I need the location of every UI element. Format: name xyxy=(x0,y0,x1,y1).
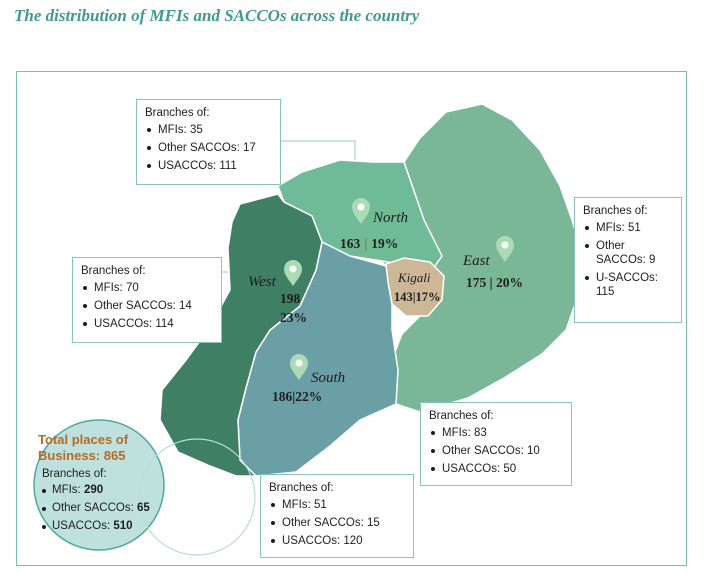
page-title: The distribution of MFIs and SACCOs acro… xyxy=(14,6,420,25)
total-usaccos-value: 510 xyxy=(113,520,133,532)
total-heading: Branches of: xyxy=(42,468,107,480)
total-usaccos-label: USACCOs: xyxy=(52,520,114,532)
total-other-label: Other SACCOs: xyxy=(52,502,137,514)
west-count-label: 198 xyxy=(280,291,301,306)
east-branches-box: Branches of: MFIs: 51 Other SACCOs: 9 U-… xyxy=(574,197,682,323)
west-box-item: Other SACCOs: 14 xyxy=(81,299,213,313)
east-value-label: 175 | 20% xyxy=(466,275,523,290)
west-pin-icon xyxy=(284,260,302,286)
east-box-item: Other SACCOs: 9 xyxy=(583,239,668,267)
total-other-value: 65 xyxy=(137,502,150,514)
south-box-item: Other SACCOs: 15 xyxy=(269,516,405,530)
kigali-box-item: MFIs: 83 xyxy=(429,426,563,440)
west-box-item: MFIs: 70 xyxy=(81,281,213,295)
south-box-heading: Branches of: xyxy=(269,482,334,494)
east-pin-icon xyxy=(496,236,514,262)
north-connector-line xyxy=(280,140,356,162)
total-circle-outline xyxy=(138,438,256,556)
kigali-branches-box: Branches of: MFIs: 83 Other SACCOs: 10 U… xyxy=(420,402,572,486)
total-title-line1: Total places of xyxy=(38,432,129,447)
north-name-label: North xyxy=(372,210,408,226)
south-name-label: South xyxy=(311,370,345,386)
north-branches-box: Branches of: MFIs: 35 Other SACCOs: 17 U… xyxy=(136,99,281,185)
north-value-label: 163 | 19% xyxy=(340,236,398,251)
north-separator: | xyxy=(364,236,367,251)
west-percent-label: 23% xyxy=(280,310,307,325)
kigali-box-heading: Branches of: xyxy=(429,410,494,422)
west-box-item: USACCOs: 114 xyxy=(81,317,213,331)
south-pin-icon xyxy=(290,354,308,380)
total-summary: Total places of Business: 865 Branches o… xyxy=(38,432,178,538)
south-box-item: USACCOs: 120 xyxy=(269,534,405,548)
north-percent: 19% xyxy=(371,236,398,251)
east-box-heading: Branches of: xyxy=(583,205,648,217)
north-box-heading: Branches of: xyxy=(145,107,210,119)
west-branches-box: Branches of: MFIs: 70 Other SACCOs: 14 U… xyxy=(72,257,222,343)
total-mfis-item: MFIs: 290 xyxy=(38,484,178,496)
west-name-label: West xyxy=(248,274,277,290)
kigali-name-label: Kigali xyxy=(397,270,431,285)
kigali-box-item: Other SACCOs: 10 xyxy=(429,444,563,458)
kigali-province xyxy=(385,257,445,317)
south-box-item: MFIs: 51 xyxy=(269,498,405,512)
south-value-label: 186|22% xyxy=(272,389,322,404)
total-circle-filled xyxy=(33,419,165,551)
north-count: 163 xyxy=(340,236,361,251)
total-title-line2: Business: 865 xyxy=(38,448,126,463)
total-usaccos-item: USACCOs: 510 xyxy=(38,520,178,532)
south-branches-box: Branches of: MFIs: 51 Other SACCOs: 15 U… xyxy=(260,474,414,558)
east-box-item: U-SACCOs: 115 xyxy=(583,271,674,299)
total-mfis-label: MFIs: xyxy=(52,484,84,496)
total-mfis-value: 290 xyxy=(83,484,104,496)
kigali-value-label: 143|17% xyxy=(394,290,441,304)
map-frame xyxy=(16,71,687,566)
north-box-item: MFIs: 35 xyxy=(145,123,272,137)
east-box-item: MFIs: 51 xyxy=(583,221,673,235)
total-other-saccos-item: Other SACCOs: 65 xyxy=(38,502,178,514)
north-pin-icon xyxy=(352,198,370,224)
west-box-heading: Branches of: xyxy=(81,265,146,277)
north-box-item: Other SACCOs: 17 xyxy=(145,141,272,155)
kigali-box-item: USACCOs: 50 xyxy=(429,462,563,476)
north-box-item: USACCOs: 111 xyxy=(145,159,272,173)
east-name-label: East xyxy=(462,253,491,269)
